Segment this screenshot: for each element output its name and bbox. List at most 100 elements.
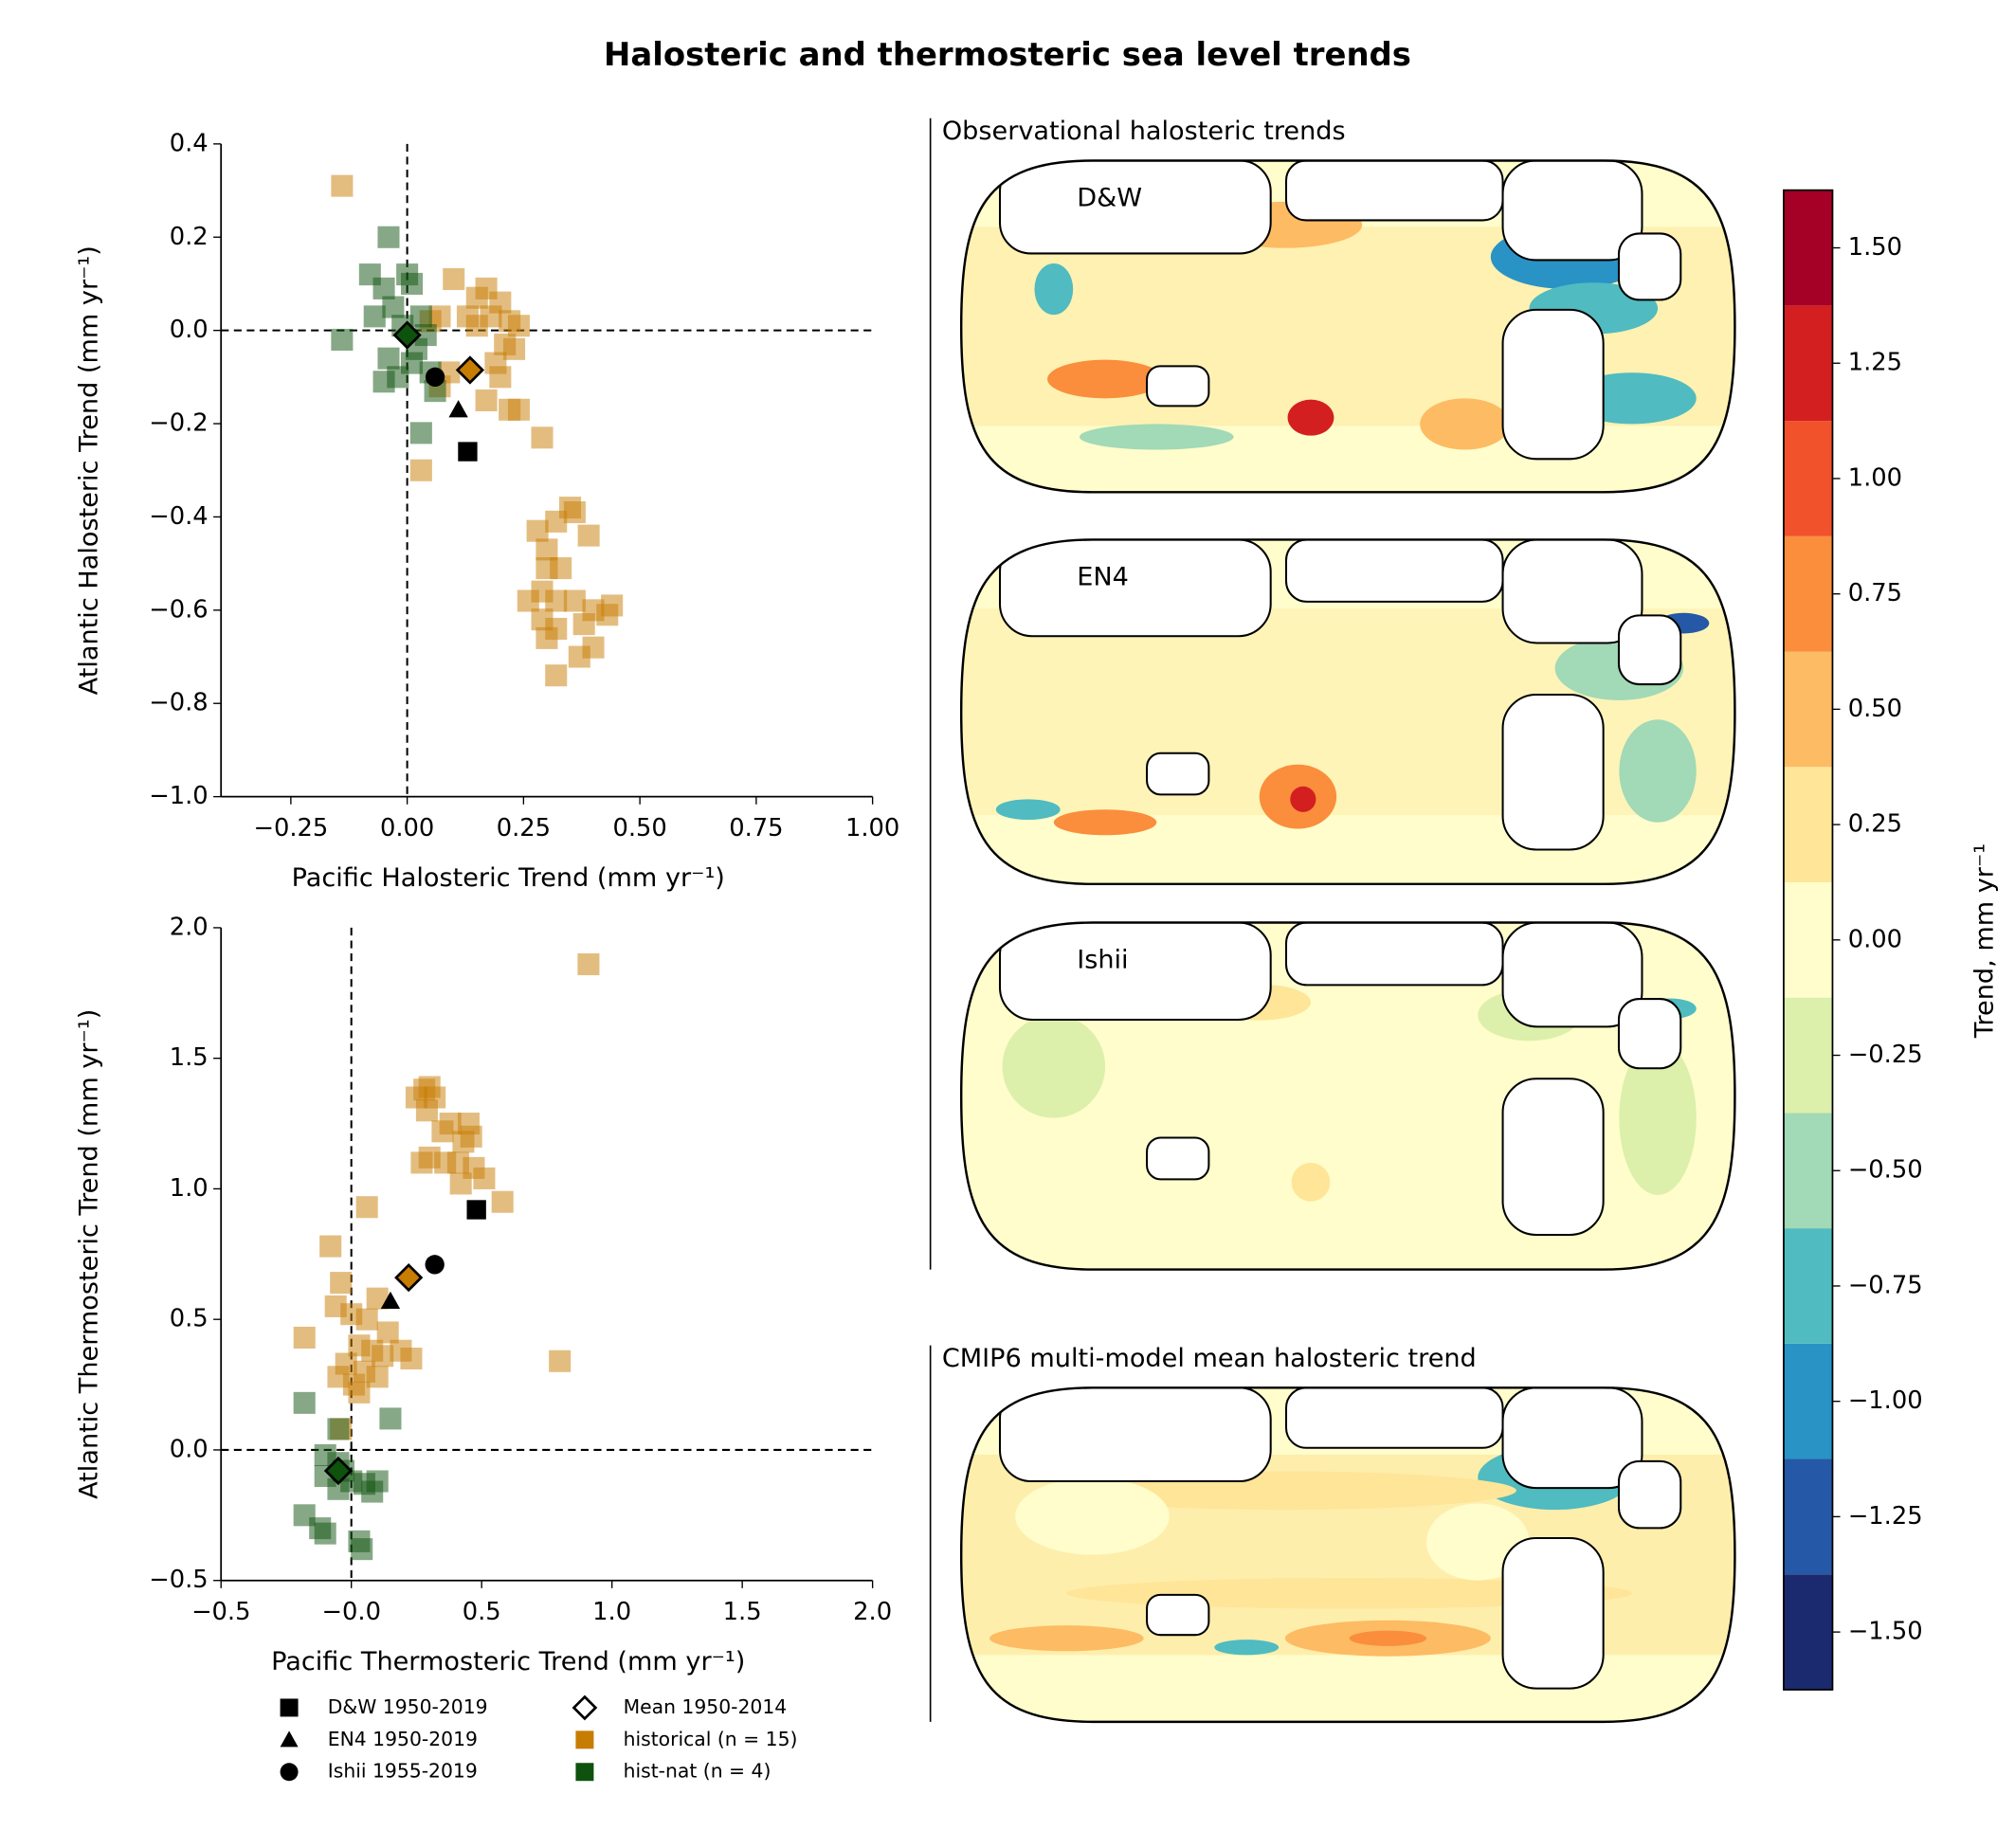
map-land (1146, 365, 1210, 408)
colorbar-bin (1783, 1458, 1833, 1575)
scatter-point (380, 1291, 401, 1310)
scatter-point (372, 277, 395, 299)
colorbar-bin (1783, 1228, 1833, 1344)
legend-marker (575, 1730, 594, 1749)
scatter-point (563, 500, 586, 524)
map-anomaly (1291, 1163, 1331, 1202)
y-tick-label: 0.4 (170, 129, 209, 157)
scatter-point (425, 367, 445, 388)
scatter-point (431, 1120, 454, 1143)
scatter-point (443, 268, 465, 291)
map-anomaly (1079, 424, 1234, 450)
y-tick-label: 0.0 (170, 316, 209, 344)
scatter-point (401, 272, 424, 295)
scatter-point (577, 524, 600, 547)
scatter-point (366, 1366, 389, 1388)
colorbar-bin (1783, 535, 1833, 652)
figure-title: Halosteric and thermosteric sea level tr… (604, 36, 1411, 73)
x-axis-label: Pacific Thermosteric Trend (mm yr⁻¹) (271, 1647, 745, 1676)
map-label: Ishii (1077, 946, 1128, 975)
scatter-point (545, 664, 568, 687)
colorbar-bin (1783, 881, 1833, 998)
scatter-point (377, 347, 400, 370)
y-axis-label: Atlantic Halosteric Trend (mm yr⁻¹) (74, 245, 103, 695)
colorbar-bin (1783, 651, 1833, 768)
colorbar-label: Trend, mm yr⁻¹ (1970, 843, 1999, 1039)
legend-marker (280, 1730, 299, 1748)
y-tick-label: −0.2 (149, 409, 209, 438)
map-land (1501, 1387, 1643, 1490)
x-tick-label: 0.00 (380, 814, 434, 842)
scatter-point (409, 459, 432, 481)
map-anomaly (1290, 786, 1316, 812)
scatter-point (536, 626, 558, 649)
map (961, 922, 1735, 1270)
colorbar-tick-label: 0.50 (1848, 695, 1902, 723)
maps: D&W EN4 Ishii (959, 159, 1736, 1724)
x-axis-label: Pacific Halosteric Trend (mm yr⁻¹) (292, 863, 725, 893)
colorbar-tick-label: −1.50 (1848, 1618, 1923, 1646)
scatter-point (545, 589, 568, 612)
legend-marker (575, 1763, 594, 1782)
legend-marker (572, 1694, 598, 1721)
y-tick-label: −0.5 (149, 1566, 209, 1594)
colorbar-bin (1783, 1113, 1833, 1229)
map-land (1146, 1593, 1210, 1637)
map-land (1501, 308, 1605, 461)
scatter-point (319, 1235, 342, 1258)
y-tick-label: −1.0 (149, 782, 209, 810)
map-land (1501, 539, 1643, 644)
map-anomaly (989, 1625, 1144, 1652)
colorbar-tick-label: 0.75 (1848, 579, 1902, 607)
colorbar-tick-label: 1.00 (1848, 463, 1902, 492)
map-land (1617, 1459, 1682, 1530)
map-anomaly (1214, 1640, 1280, 1656)
map-anomaly (1015, 1477, 1170, 1555)
scatter-point (415, 1099, 438, 1122)
colorbar-tick-label: −0.25 (1848, 1041, 1923, 1069)
legend-label: hist-nat (n = 4) (624, 1760, 772, 1783)
colorbar-bin (1783, 1574, 1833, 1690)
scatter-point (293, 1326, 316, 1350)
colorbar-tick-label: −1.00 (1848, 1386, 1923, 1415)
charts: −0.25 0.00 0.25 0.50 0.75 1.00 0.4 0.2 0.0 −0.2 −0… (74, 129, 1999, 1782)
scatter-point (458, 442, 478, 462)
map-anomaly (1034, 263, 1074, 316)
legend-label: EN4 1950-2019 (328, 1728, 478, 1750)
map-land (1501, 922, 1643, 1028)
map-land (998, 160, 1272, 255)
map-land (1617, 614, 1682, 686)
scatter-point (377, 226, 400, 248)
scatter-point (526, 519, 549, 542)
scatter-point (577, 952, 600, 976)
scatter-point (409, 305, 432, 328)
colorbar-tick-label: −1.25 (1848, 1502, 1923, 1531)
y-tick-label: −0.4 (149, 502, 209, 531)
mean-marker (455, 355, 485, 385)
scatter-point (330, 1272, 353, 1295)
map-outline (959, 921, 1736, 1271)
scatter-point (382, 296, 405, 318)
y-tick-label: 0.0 (170, 1435, 209, 1463)
mean-marker (394, 1262, 424, 1293)
x-tick-label: −0.25 (253, 814, 328, 842)
map-label: D&W (1077, 184, 1142, 213)
scatter-point (473, 1167, 496, 1189)
colorbar-bin (1783, 767, 1833, 882)
map-land (1284, 1387, 1504, 1449)
map-land (998, 922, 1272, 1022)
map-outline (959, 1386, 1736, 1724)
legend-label: Mean 1950-2014 (624, 1695, 788, 1718)
scatter-point (475, 389, 498, 411)
x-tick-label: 1.0 (592, 1598, 631, 1626)
scatter-point (293, 1391, 316, 1414)
y-tick-label: −0.8 (149, 689, 209, 717)
map-anomaly (1420, 398, 1511, 450)
map-anomaly (1066, 1577, 1632, 1609)
map-land (1617, 998, 1682, 1070)
map-group-title: Observational halosteric trends (942, 117, 1346, 146)
scatter-point (489, 366, 512, 389)
map (961, 1387, 1735, 1722)
scatter-point (549, 1350, 572, 1372)
map-anomaly (995, 799, 1061, 821)
